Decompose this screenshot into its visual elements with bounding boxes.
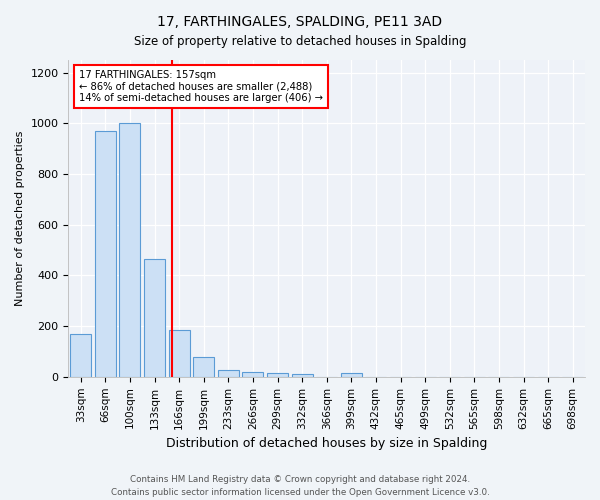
Bar bbox=[267, 373, 288, 377]
Y-axis label: Number of detached properties: Number of detached properties bbox=[15, 130, 25, 306]
Text: Size of property relative to detached houses in Spalding: Size of property relative to detached ho… bbox=[134, 35, 466, 48]
Text: 17, FARTHINGALES, SPALDING, PE11 3AD: 17, FARTHINGALES, SPALDING, PE11 3AD bbox=[157, 15, 443, 29]
Bar bbox=[242, 372, 263, 377]
Bar bbox=[292, 374, 313, 377]
Text: Contains HM Land Registry data © Crown copyright and database right 2024.
Contai: Contains HM Land Registry data © Crown c… bbox=[110, 476, 490, 497]
Bar bbox=[144, 259, 165, 377]
Bar bbox=[119, 124, 140, 377]
Bar bbox=[341, 373, 362, 377]
Text: 17 FARTHINGALES: 157sqm
← 86% of detached houses are smaller (2,488)
14% of semi: 17 FARTHINGALES: 157sqm ← 86% of detache… bbox=[79, 70, 323, 102]
Bar bbox=[70, 334, 91, 377]
Bar bbox=[218, 370, 239, 377]
Bar bbox=[95, 131, 116, 377]
Bar bbox=[169, 330, 190, 377]
Bar bbox=[193, 357, 214, 377]
X-axis label: Distribution of detached houses by size in Spalding: Distribution of detached houses by size … bbox=[166, 437, 487, 450]
